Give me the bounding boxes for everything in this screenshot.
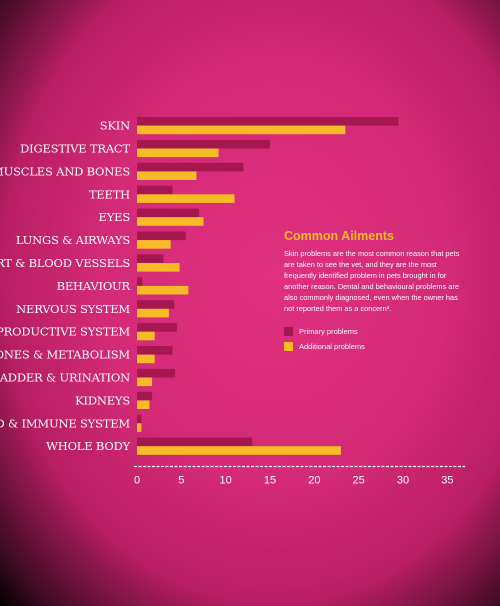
legend: Primary problems Additional problems xyxy=(284,324,462,354)
category-label: HEART & BLOOD VESSELS xyxy=(0,256,130,270)
bar-primary xyxy=(137,323,177,332)
legend-label-primary: Primary problems xyxy=(299,327,358,336)
category-label: WHOLE BODY xyxy=(46,439,130,453)
bar-primary xyxy=(137,231,186,241)
bar-primary xyxy=(137,437,253,447)
bar-additional xyxy=(137,423,142,432)
category-label: KIDNEYS xyxy=(75,393,130,407)
bar-additional xyxy=(137,400,150,409)
bar-additional xyxy=(137,331,155,341)
category-label: DIGESTIVE TRACT xyxy=(20,142,130,156)
bar-additional xyxy=(137,308,169,318)
category-label: HORMONES & METABOLISM xyxy=(0,348,130,362)
bar-additional xyxy=(137,148,219,158)
bar-primary xyxy=(137,277,143,286)
bar-additional xyxy=(137,217,204,226)
legend-swatch-additional xyxy=(284,342,293,351)
bar-primary xyxy=(137,208,200,218)
legend-item-primary: Primary problems xyxy=(284,324,462,339)
x-tick-label: 20 xyxy=(308,475,320,487)
bar-primary xyxy=(137,414,142,424)
bar-additional xyxy=(137,263,180,272)
bar-primary xyxy=(137,117,399,126)
category-label: TEETH xyxy=(89,187,130,201)
x-tick-label: 0 xyxy=(134,475,140,487)
panel-title: Common Ailments xyxy=(284,229,394,243)
x-tick-label: 35 xyxy=(441,475,453,487)
category-label: REPRODUCTIVE SYSTEM xyxy=(0,325,130,339)
category-label: EYES xyxy=(99,210,131,224)
category-label: BLOOD & IMMUNE SYSTEM xyxy=(0,416,130,430)
bar-primary xyxy=(137,139,270,149)
bar-additional xyxy=(137,240,171,249)
bar-additional xyxy=(137,194,235,203)
bar-primary xyxy=(137,162,244,172)
x-tick-label: 5 xyxy=(178,475,184,487)
x-tick-label: 15 xyxy=(264,475,276,487)
bar-primary xyxy=(137,346,173,355)
category-label: LUNGS & AIRWAYS xyxy=(16,233,131,247)
category-label: NERVOUS SYSTEM xyxy=(16,302,130,316)
category-label: BEHAVIOUR xyxy=(57,279,131,293)
bar-primary xyxy=(137,254,164,263)
category-labels: SKIN DIGESTIVE TRACT MUSCLES AND BONES TEET… xyxy=(0,119,131,454)
category-label: MUSCLES AND BONES xyxy=(0,164,130,178)
category-label: BLADDER & URINATION xyxy=(0,371,130,385)
bar-additional xyxy=(137,446,341,455)
bar-additional xyxy=(137,125,346,135)
bar-additional xyxy=(137,354,155,364)
bar-additional xyxy=(137,171,197,180)
bar-primary xyxy=(137,391,153,401)
x-tick-label: 25 xyxy=(353,475,365,487)
bar-additional xyxy=(137,285,189,295)
bar-group xyxy=(137,117,399,455)
legend-item-additional: Additional problems xyxy=(284,339,462,354)
panel-text: Skin problems are the most common reason… xyxy=(284,249,460,313)
bar-primary xyxy=(137,300,175,309)
bar-primary xyxy=(137,368,176,378)
x-tick-label: 30 xyxy=(397,475,409,487)
info-panel: Common Ailments Skin problems are the mo… xyxy=(284,229,462,354)
legend-swatch-primary xyxy=(284,327,293,336)
x-tick-label: 10 xyxy=(220,475,232,487)
x-axis-ticks: 0 5 10 15 20 25 30 35 xyxy=(134,475,454,487)
category-label: SKIN xyxy=(100,119,130,133)
bar-additional xyxy=(137,377,153,387)
legend-label-additional: Additional problems xyxy=(299,342,365,351)
bar-primary xyxy=(137,185,173,195)
